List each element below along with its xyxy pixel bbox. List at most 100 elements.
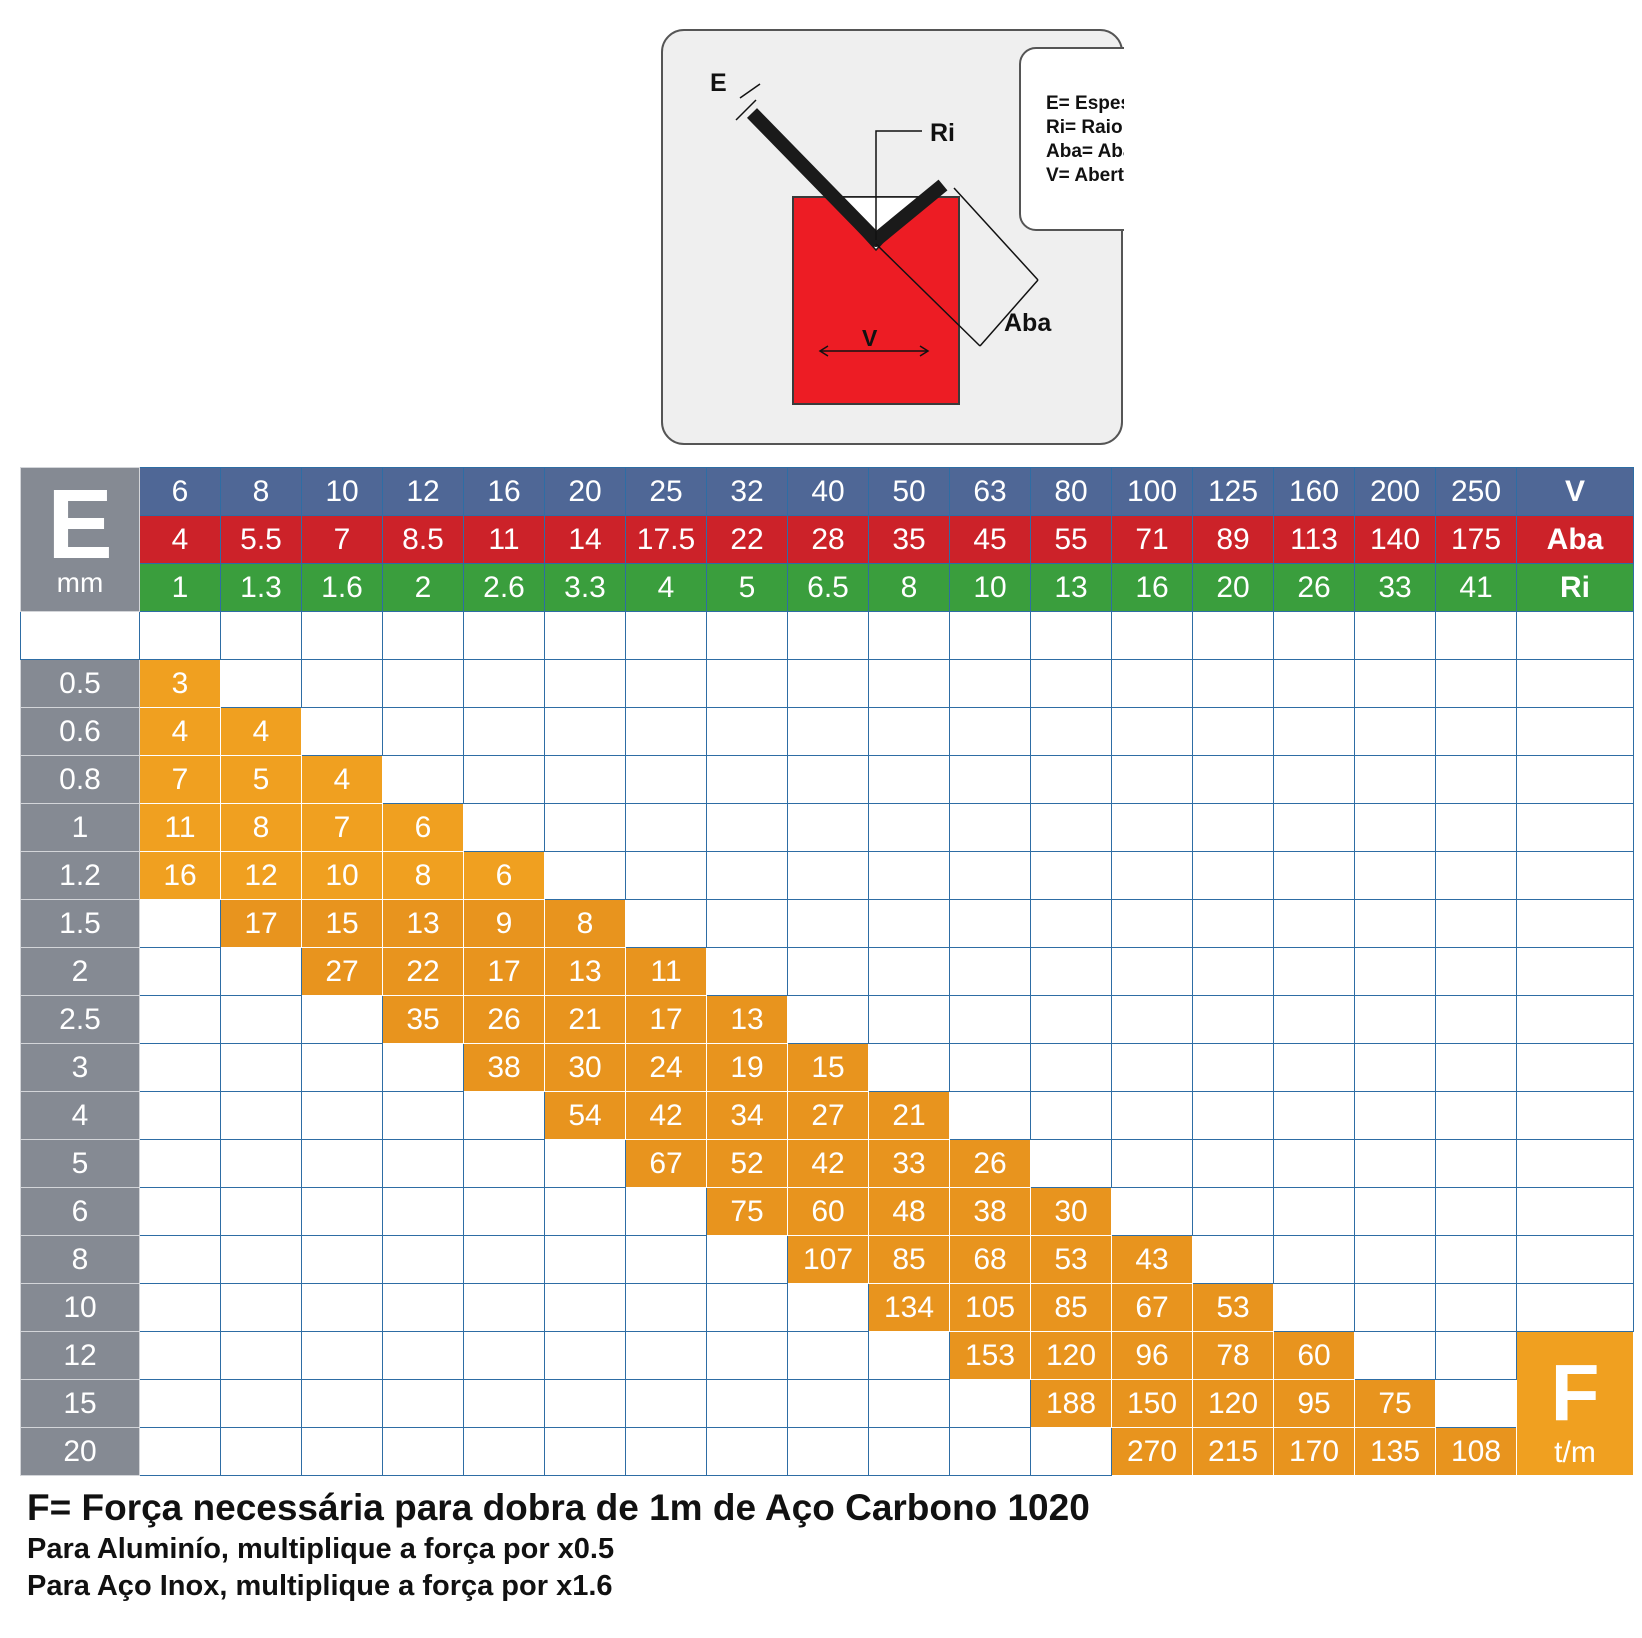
empty-cell — [382, 659, 464, 708]
footer-notes: F= Força necessária para dobra de 1m de … — [27, 1485, 1090, 1605]
empty-cell — [139, 1187, 221, 1236]
spacer-cell — [1192, 611, 1274, 660]
aba-line — [875, 243, 981, 347]
empty-cell — [1354, 1331, 1436, 1380]
aba-value: 35 — [868, 515, 950, 564]
force-value: 33 — [868, 1139, 950, 1188]
force-value: 24 — [625, 1043, 707, 1092]
empty-cell — [1111, 995, 1193, 1044]
empty-cell — [706, 1283, 788, 1332]
empty-cell — [1111, 1139, 1193, 1188]
empty-cell — [787, 659, 869, 708]
empty-cell — [706, 1331, 788, 1380]
empty-cell — [382, 1331, 464, 1380]
v-value: 16 — [463, 467, 545, 516]
ri-value: 2.6 — [463, 563, 545, 612]
empty-cell — [382, 1091, 464, 1140]
empty-cell — [1192, 707, 1274, 756]
force-value: 120 — [1030, 1331, 1112, 1380]
empty-cell — [787, 803, 869, 852]
empty-cell — [463, 1427, 545, 1476]
aba-value: 89 — [1192, 515, 1274, 564]
empty-cell — [868, 659, 950, 708]
e-thickness-value: 12 — [20, 1331, 140, 1380]
empty-cell — [1273, 1187, 1355, 1236]
v-value: 200 — [1354, 467, 1436, 516]
force-value: 43 — [1111, 1235, 1193, 1284]
empty-cell — [301, 1379, 383, 1428]
empty-cell — [706, 947, 788, 996]
aba-value: 8.5 — [382, 515, 464, 564]
empty-cell — [301, 1187, 383, 1236]
empty-cell — [544, 1283, 626, 1332]
table-row: 1.2 16 12 10 8 6 — [20, 851, 1634, 900]
empty-cell — [1354, 755, 1436, 804]
empty-cell — [1435, 899, 1517, 948]
empty-cell — [544, 1235, 626, 1284]
force-value: 75 — [1354, 1379, 1436, 1428]
empty-cell — [1273, 1235, 1355, 1284]
empty-cell — [301, 995, 383, 1044]
force-value: 17 — [220, 899, 302, 948]
force-value: 13 — [706, 995, 788, 1044]
legend-espessura: E= Espessura — [1046, 93, 1124, 114]
empty-cell — [1273, 899, 1355, 948]
empty-cell — [1273, 707, 1355, 756]
empty-cell — [139, 1043, 221, 1092]
force-value: 42 — [625, 1091, 707, 1140]
e-thickness-value: 2.5 — [20, 995, 140, 1044]
empty-cell — [1273, 755, 1355, 804]
force-value: 13 — [544, 947, 626, 996]
force-value: 4 — [301, 755, 383, 804]
empty-cell — [1516, 1139, 1634, 1188]
empty-cell — [1273, 947, 1355, 996]
force-value: 12 — [220, 851, 302, 900]
force-value: 8 — [220, 803, 302, 852]
empty-cell — [1435, 1235, 1517, 1284]
ri-value: 41 — [1435, 563, 1517, 612]
empty-cell — [1111, 803, 1193, 852]
f-letter: F — [1550, 1348, 1600, 1437]
empty-cell — [625, 1235, 707, 1284]
aba-end — [979, 279, 1039, 347]
e-thickness-value: 0.6 — [20, 707, 140, 756]
empty-cell — [220, 1331, 302, 1380]
empty-cell — [1354, 1139, 1436, 1188]
empty-cell — [301, 1235, 383, 1284]
force-value: 6 — [382, 803, 464, 852]
legend-abertura-v: V= Abertura V — [1046, 165, 1124, 186]
force-value: 27 — [301, 947, 383, 996]
empty-cell — [220, 1187, 302, 1236]
empty-cell — [787, 1331, 869, 1380]
v-value: 50 — [868, 467, 950, 516]
force-value: 68 — [949, 1235, 1031, 1284]
empty-cell — [1111, 1187, 1193, 1236]
empty-cell — [139, 1091, 221, 1140]
force-value: 22 — [382, 947, 464, 996]
force-value: 30 — [1030, 1187, 1112, 1236]
force-value: 120 — [1192, 1379, 1274, 1428]
empty-cell — [301, 1091, 383, 1140]
empty-cell — [1111, 1043, 1193, 1092]
e-thickness-value: 20 — [20, 1427, 140, 1476]
table-row: 20 270 215 170 135 108 — [20, 1427, 1634, 1476]
table-row: 8 107 85 68 53 43 — [20, 1235, 1634, 1284]
force-value: 8 — [382, 851, 464, 900]
empty-cell — [1354, 851, 1436, 900]
empty-cell — [1354, 1235, 1436, 1284]
force-value: 108 — [1435, 1427, 1517, 1476]
ri-value: 26 — [1273, 563, 1355, 612]
force-value: 26 — [949, 1139, 1031, 1188]
aba-value: 11 — [463, 515, 545, 564]
empty-cell — [1516, 1283, 1634, 1332]
empty-cell — [625, 803, 707, 852]
e-header-unit: mm — [56, 566, 104, 598]
empty-cell — [1435, 1139, 1517, 1188]
force-value: 5 — [220, 755, 302, 804]
empty-cell — [1516, 659, 1634, 708]
empty-cell — [949, 707, 1031, 756]
empty-cell — [544, 1331, 626, 1380]
spacer-cell — [949, 611, 1031, 660]
v-value: 32 — [706, 467, 788, 516]
empty-cell — [1111, 851, 1193, 900]
